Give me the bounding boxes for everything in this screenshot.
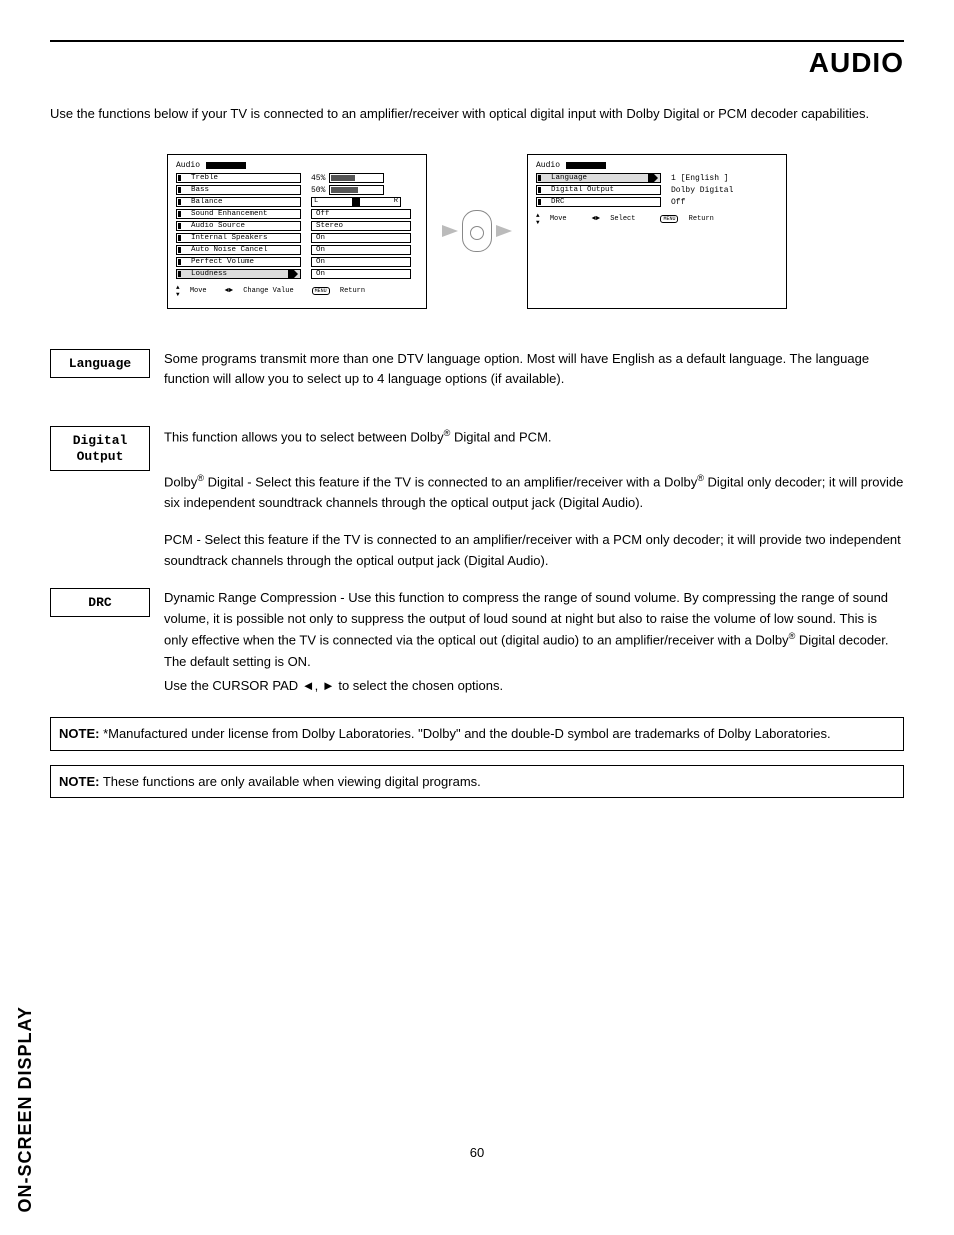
note-dolby-trademark: NOTE: *Manufactured under license from D…: [50, 717, 904, 751]
page-number: 60: [0, 1145, 954, 1160]
menu-row-auto-noise-cancel: Auto Noise Cancel On: [176, 245, 418, 256]
note-label: NOTE:: [59, 726, 99, 741]
menu-value: 1 [English ]: [671, 174, 729, 183]
osd-menu-audio-sub: Audio Language 1 [English ] Digital Outp…: [527, 154, 787, 309]
balance-slider: L R: [311, 197, 401, 207]
arrow-right-icon: [496, 225, 512, 237]
menu-value: Dolby Digital: [671, 186, 733, 195]
definition-label: Language: [50, 349, 150, 379]
definition-language: Language Some programs transmit more tha…: [50, 349, 904, 407]
slider: [329, 173, 384, 183]
menu-label: Internal Speakers: [176, 233, 301, 243]
registered-symbol: ®: [697, 473, 704, 483]
menu-row-sound-enhancement: Sound Enhancement Off: [176, 209, 418, 220]
remote-control-icon: [462, 210, 492, 252]
menu-value: On: [311, 245, 411, 255]
definition-text: This function allows you to select betwe…: [164, 426, 904, 464]
menu-value: On: [311, 233, 411, 243]
header-divider: [50, 40, 904, 42]
osd-title: Audio: [536, 161, 560, 170]
definition-text: Dynamic Range Compression - Use this fun…: [164, 588, 904, 697]
definition-drc: DRC Dynamic Range Compression - Use this…: [50, 588, 904, 697]
menu-row-language: Language 1 [English ]: [536, 173, 778, 184]
osd-title: Audio: [176, 161, 200, 170]
menu-label: Loudness: [176, 269, 301, 279]
osd-menu-audio-main: Audio Treble 45% Bass 50% Balance L R: [167, 154, 427, 309]
menu-label: Language: [536, 173, 661, 183]
menu-value: On: [311, 269, 411, 279]
osd-footer-hints: ▲▼ Move ◄► Change Value MENU Return: [176, 284, 418, 298]
note-digital-only: NOTE: These functions are only available…: [50, 765, 904, 799]
menu-label: Bass: [176, 185, 301, 195]
menu-label: Auto Noise Cancel: [176, 245, 301, 255]
menu-row-treble: Treble 45%: [176, 173, 418, 184]
menu-row-internal-speakers: Internal Speakers On: [176, 233, 418, 244]
definition-text-continued: Dolby® Digital - Select this feature if …: [164, 471, 904, 572]
menu-value: Off: [311, 209, 411, 219]
chevron-right-icon: [648, 174, 658, 182]
menu-row-digital-output: Digital Output Dolby Digital: [536, 185, 778, 196]
menu-value: Stereo: [311, 221, 411, 231]
menu-row-loudness: Loudness On: [176, 269, 418, 280]
menu-label: Digital Output: [536, 185, 661, 195]
menu-row-drc: DRC Off: [536, 197, 778, 208]
menu-value: 45%: [311, 174, 325, 183]
menu-label: Perfect Volume: [176, 257, 301, 267]
menu-row-perfect-volume: Perfect Volume On: [176, 257, 418, 268]
osd-footer-hints: ▲▼ Move ◄► Select MENU Return: [536, 212, 778, 226]
menu-label: Sound Enhancement: [176, 209, 301, 219]
menu-label: Audio Source: [176, 221, 301, 231]
navigation-arrow-graphic: [442, 210, 512, 252]
definition-label: DRC: [50, 588, 150, 618]
menu-value: 50%: [311, 186, 325, 195]
menu-value: Off: [671, 198, 685, 207]
menu-label: Treble: [176, 173, 301, 183]
section-side-label: ON-SCREEN DISPLAY: [15, 1006, 36, 1212]
menu-row-audio-source: Audio Source Stereo: [176, 221, 418, 232]
chevron-right-icon: [288, 270, 298, 278]
osd-display-area: Audio Treble 45% Bass 50% Balance L R: [50, 154, 904, 309]
cursor-right-icon: ►: [322, 678, 335, 693]
osd-title-decoration: [206, 162, 246, 169]
definition-label: Digital Output: [50, 426, 150, 471]
menu-row-balance: Balance L R: [176, 197, 418, 208]
definition-digital-output: Digital Output This function allows you …: [50, 426, 904, 471]
page-title: AUDIO: [50, 47, 904, 79]
arrow-right-icon: [442, 225, 458, 237]
registered-symbol: ®: [197, 473, 204, 483]
menu-label: DRC: [536, 197, 661, 207]
cursor-left-icon: ◄: [302, 678, 315, 693]
intro-paragraph: Use the functions below if your TV is co…: [50, 104, 904, 124]
menu-row-bass: Bass 50%: [176, 185, 418, 196]
definition-text: Some programs transmit more than one DTV…: [164, 349, 904, 407]
osd-title-decoration: [566, 162, 606, 169]
slider: [329, 185, 384, 195]
menu-label: Balance: [176, 197, 301, 207]
note-label: NOTE:: [59, 774, 99, 789]
menu-value: On: [311, 257, 411, 267]
